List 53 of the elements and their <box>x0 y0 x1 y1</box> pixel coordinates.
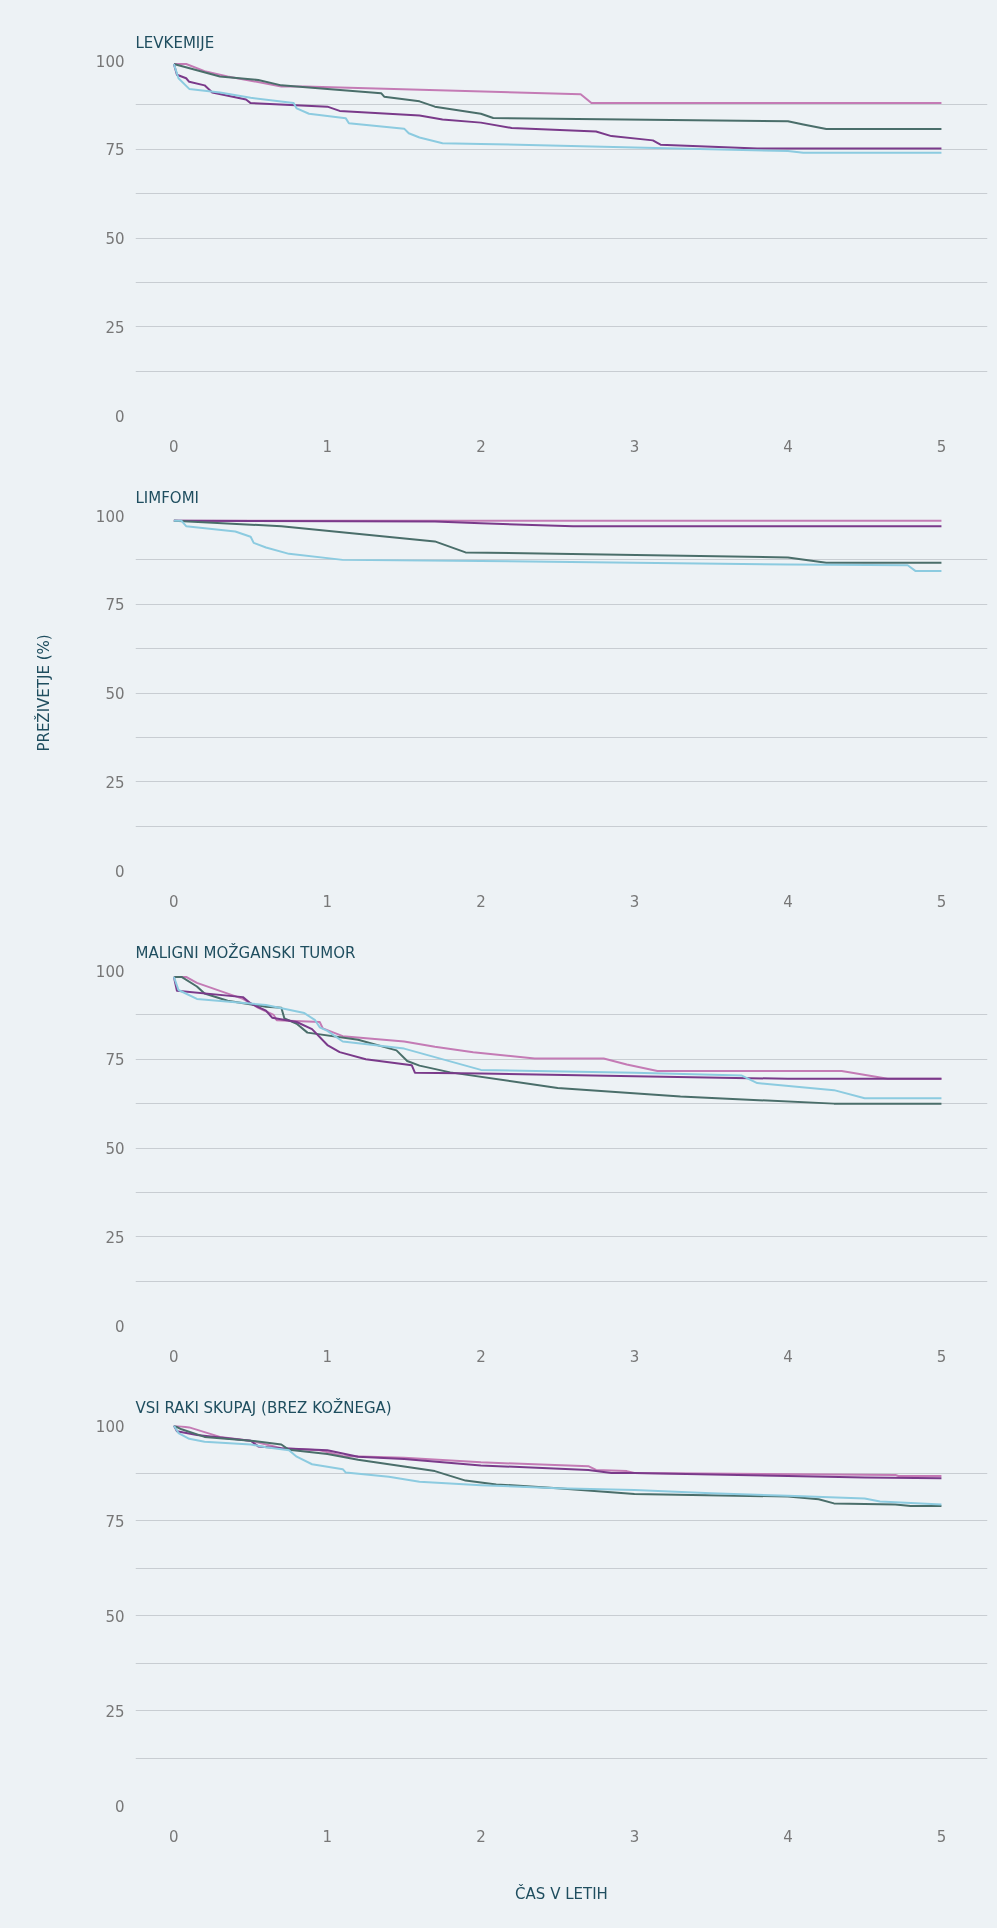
y-axis-title: PREŽIVETJE (%) <box>33 634 53 752</box>
y-tick-label: 25 <box>105 318 125 337</box>
x-tick-label: 0 <box>169 892 179 911</box>
y-tick-label: 75 <box>105 596 125 615</box>
y-tick-label: 100 <box>95 962 125 981</box>
chart-title: LEVKEMIJE <box>135 33 215 52</box>
y-tick-label: 0 <box>114 407 125 426</box>
x-tick-label: 1 <box>322 892 333 911</box>
y-tick-label: 50 <box>105 1140 125 1158</box>
x-tick-label: 4 <box>783 1347 793 1366</box>
x-tick-label: 3 <box>629 437 640 456</box>
x-tick-label: 5 <box>936 437 947 456</box>
y-tick-label: 25 <box>105 1228 125 1247</box>
x-tick-label: 5 <box>936 1347 947 1366</box>
line-series <box>172 63 943 131</box>
x-tick-label: 4 <box>783 892 793 911</box>
y-tick-label: 75 <box>105 1051 125 1070</box>
y-tick-label: 0 <box>114 1317 125 1336</box>
x-tick-label: 2 <box>476 892 486 911</box>
x-tick-label: 5 <box>936 892 947 911</box>
y-tick-label: 100 <box>95 507 125 526</box>
y-tick-label: 100 <box>95 1417 125 1436</box>
x-tick-label: 0 <box>169 1827 179 1846</box>
x-tick-label: 4 <box>783 1827 793 1846</box>
x-tick-label: 3 <box>629 1827 640 1846</box>
x-tick-label: 2 <box>476 437 486 456</box>
x-tick-label: 3 <box>629 892 640 911</box>
chart-title: MALIGNI MOŽGANSKI TUMOR <box>135 942 356 962</box>
x-tick-label: 2 <box>476 1347 486 1366</box>
x-tick-label: 0 <box>169 437 179 456</box>
line-series <box>172 519 943 572</box>
y-tick-label: 50 <box>105 685 125 703</box>
x-axis-title: ČAS V LETIH <box>515 1883 608 1903</box>
y-tick-label: 0 <box>114 862 125 881</box>
y-tick-label: 25 <box>105 1702 125 1721</box>
x-tick-label: 1 <box>322 1347 333 1366</box>
y-tick-label: 25 <box>105 773 125 792</box>
chart-title: LIMFOMI <box>135 488 200 507</box>
x-tick-label: 0 <box>169 1347 179 1366</box>
y-tick-label: 50 <box>105 1607 125 1626</box>
y-tick-label: 75 <box>105 1512 125 1531</box>
x-tick-label: 1 <box>322 1827 333 1846</box>
line-series <box>172 975 943 1080</box>
x-tick-label: 1 <box>322 437 333 456</box>
y-tick-label: 75 <box>105 141 125 160</box>
x-tick-label: 5 <box>936 1827 947 1846</box>
y-tick-label: 100 <box>95 52 125 71</box>
x-tick-label: 2 <box>476 1827 486 1846</box>
x-tick-label: 3 <box>629 1347 640 1366</box>
chart-title: VSI RAKI SKUPAJ (BREZ KOŽNEGA) <box>135 1397 392 1417</box>
y-tick-label: 0 <box>114 1797 125 1816</box>
x-tick-label: 4 <box>783 437 793 456</box>
y-tick-label: 50 <box>105 230 125 248</box>
